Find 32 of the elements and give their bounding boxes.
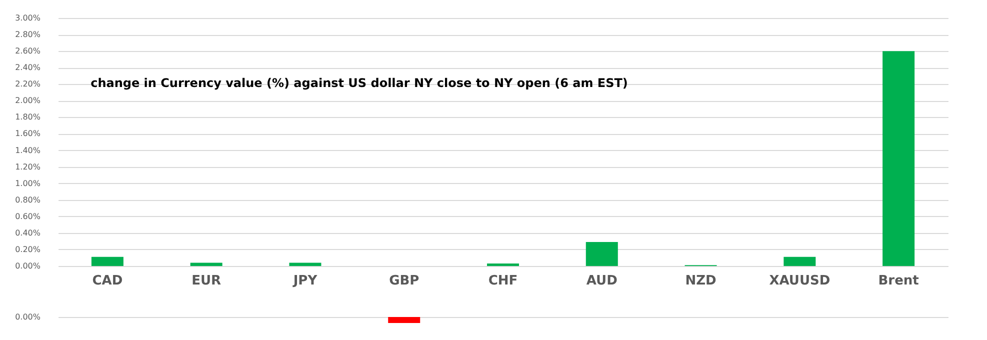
- y-tick-label: 2.00%: [15, 96, 41, 106]
- bar: [190, 262, 222, 266]
- x-tick-label: AUD: [586, 274, 618, 288]
- x-tick-label: CAD: [92, 274, 123, 288]
- y-tick-label: 1.60%: [15, 129, 41, 138]
- x-tick-label: GBP: [389, 274, 420, 288]
- bar: [586, 242, 618, 266]
- y-tick-label: 1.40%: [15, 146, 41, 155]
- y-tick-label: 1.20%: [15, 162, 41, 172]
- x-tick-label: CHF: [488, 274, 518, 288]
- y-tick-label: 0.20%: [15, 244, 41, 254]
- bar: [882, 51, 915, 266]
- y-tick-label: 0.40%: [15, 228, 41, 238]
- x-tick-label: XAUUSD: [769, 274, 830, 288]
- y-tick-label: 1.80%: [15, 112, 41, 122]
- y-tick-label: 2.20%: [15, 80, 41, 89]
- x-tick-label: NZD: [685, 274, 717, 288]
- y-tick-label: 0.80%: [15, 195, 41, 204]
- y-tick-label: 3.00%: [15, 14, 41, 22]
- y-tick-label: 2.40%: [15, 63, 41, 72]
- x-tick-label: EUR: [192, 274, 222, 288]
- x-tick-label: JPY: [292, 274, 318, 288]
- bar: [784, 256, 816, 266]
- bar: [91, 256, 124, 266]
- text: change in Currency value (%) against US dollar NY close to NY open (6 am EST): [90, 76, 628, 90]
- y-tick-label: 0.60%: [15, 212, 41, 221]
- y-tick-label: 2.80%: [15, 30, 41, 40]
- x-tick-label: Brent: [878, 274, 919, 288]
- y-tick-label: 1.00%: [15, 178, 41, 188]
- bar: [289, 262, 322, 266]
- y-tick-label: 0.00%: [15, 262, 41, 270]
- y-tick-label: 2.60%: [15, 46, 41, 56]
